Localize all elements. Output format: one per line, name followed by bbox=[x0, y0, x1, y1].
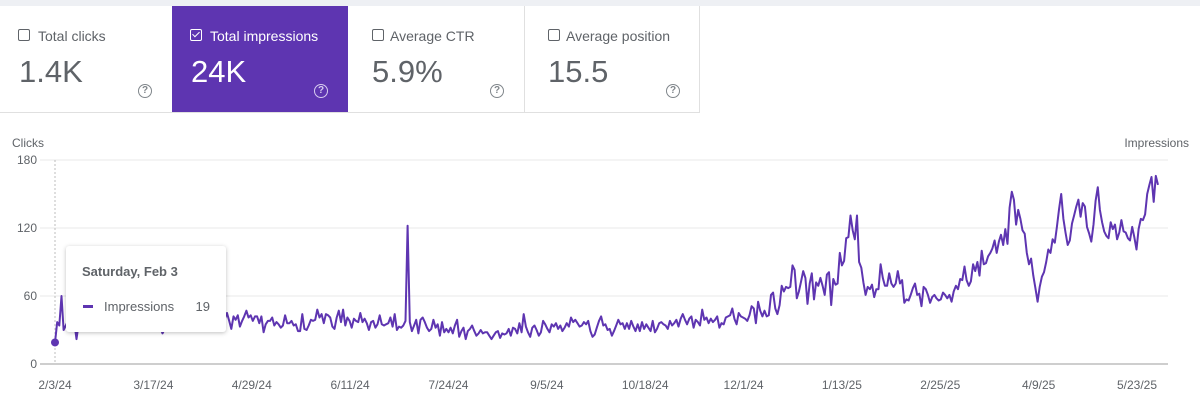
metric-value: 5.9% bbox=[372, 54, 443, 89]
hover-point bbox=[51, 338, 59, 347]
x-tick-label: 2/3/24 bbox=[38, 378, 72, 392]
metric-card-total-clicks[interactable]: Total clicks 1.4K ? bbox=[0, 6, 172, 113]
tooltip-value: 19 bbox=[195, 299, 210, 314]
x-tick-label: 9/5/24 bbox=[530, 378, 564, 392]
y-tick-label: 60 bbox=[24, 289, 38, 303]
metric-card-average-ctr[interactable]: Average CTR 5.9% ? bbox=[348, 6, 524, 113]
tooltip-date: Saturday, Feb 3 bbox=[82, 264, 178, 279]
checkbox-checked-icon[interactable] bbox=[190, 29, 202, 41]
card-divider bbox=[699, 6, 700, 113]
x-tick-label: 1/13/25 bbox=[822, 378, 862, 392]
x-tick-label: 5/23/25 bbox=[1117, 378, 1157, 392]
x-tick-label: 6/11/24 bbox=[331, 378, 370, 392]
y-tick-label: 0 bbox=[30, 357, 37, 371]
y-tick-label: 180 bbox=[17, 153, 37, 167]
performance-chart[interactable]: Clicks Impressions 0 60 120 180 2/3/24 3/17/… bbox=[0, 130, 1200, 403]
y-axis-title-left: Clicks bbox=[12, 136, 44, 150]
checkbox-icon[interactable] bbox=[18, 29, 30, 41]
help-circle-icon[interactable]: ? bbox=[138, 84, 152, 98]
x-tick-label: 7/24/24 bbox=[428, 378, 468, 392]
x-tick-label: 12/1/24 bbox=[724, 378, 764, 392]
x-tick-label: 3/17/24 bbox=[133, 378, 173, 392]
x-tick-label: 4/9/25 bbox=[1022, 378, 1056, 392]
metric-value: 24K bbox=[191, 54, 247, 89]
metric-card-average-position[interactable]: Average position 15.5 ? bbox=[524, 6, 700, 113]
metric-card-total-impressions[interactable]: Total impressions 24K ? bbox=[172, 6, 348, 113]
metric-label: Average position bbox=[566, 28, 671, 44]
card-divider bbox=[524, 6, 525, 113]
help-circle-icon[interactable]: ? bbox=[490, 84, 504, 98]
metric-value: 15.5 bbox=[548, 54, 609, 89]
impressions-line[interactable] bbox=[54, 174, 1159, 343]
tooltip-series-name: Impressions bbox=[104, 299, 175, 314]
help-circle-icon[interactable]: ? bbox=[666, 84, 680, 98]
cards-bottom-divider bbox=[0, 112, 700, 113]
legend-swatch bbox=[83, 305, 93, 308]
y-tick-label: 120 bbox=[17, 221, 37, 235]
top-strip bbox=[0, 0, 1200, 6]
metric-value: 1.4K bbox=[19, 54, 83, 89]
metric-label: Total impressions bbox=[210, 28, 319, 44]
metric-label: Total clicks bbox=[38, 28, 106, 44]
x-tick-label: 10/18/24 bbox=[622, 378, 669, 392]
x-tick-label: 4/29/24 bbox=[232, 378, 272, 392]
help-circle-icon[interactable]: ? bbox=[314, 84, 328, 98]
y-axis-title-right: Impressions bbox=[1124, 136, 1189, 150]
chart-tooltip: Saturday, Feb 3 Impressions 19 bbox=[66, 246, 226, 332]
checkbox-icon[interactable] bbox=[548, 29, 560, 41]
x-tick-label: 2/25/25 bbox=[920, 378, 960, 392]
metric-label: Average CTR bbox=[390, 28, 475, 44]
checkbox-icon[interactable] bbox=[372, 29, 384, 41]
